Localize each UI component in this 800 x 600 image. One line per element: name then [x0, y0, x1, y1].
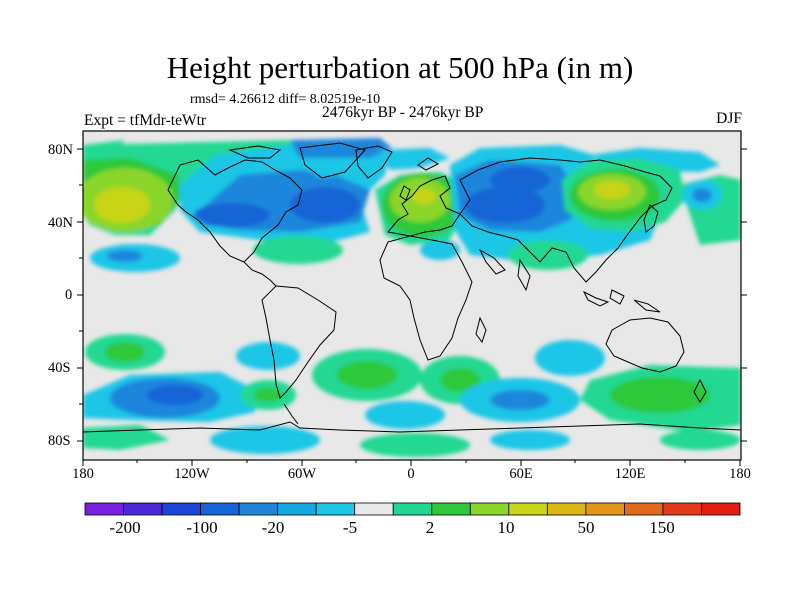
colorbar-swatch: [392, 502, 433, 516]
lon-label-180e: 180: [729, 466, 751, 482]
season-label: DJF: [716, 110, 742, 127]
colorbar-label: 2: [425, 518, 435, 537]
lon-label-120e: 120E: [614, 466, 646, 482]
lon-label-60w: 60W: [287, 466, 317, 482]
lon-label-0: 0: [407, 466, 415, 482]
lat-label-40n: 40N: [48, 215, 73, 231]
lon-label-120w: 120W: [174, 466, 210, 482]
colorbar-swatch: [354, 502, 394, 516]
stats-label: rmsd= 4.26612 diff= 8.02519e-10: [190, 92, 381, 107]
coastlines: [83, 142, 741, 433]
colorbar-swatch: [585, 502, 625, 516]
colorbar-swatch: [123, 502, 163, 516]
colorbar-swatch: [701, 502, 741, 516]
lon-label-180w: 180: [72, 466, 94, 482]
colorbar-swatch: [200, 502, 240, 516]
colorbar-swatch: [277, 502, 317, 516]
colorbar-label: 150: [649, 518, 675, 537]
colorbar-label: -5: [342, 518, 358, 537]
experiment-label: Expt = tfMdr-teWtr: [84, 112, 207, 129]
lat-label-80n: 80N: [48, 142, 73, 158]
colorbar-swatch: [161, 502, 201, 516]
colorbar-swatch: [508, 502, 548, 516]
colorbar-label: -20: [261, 518, 285, 537]
colorbar: [84, 502, 741, 516]
colorbar-label: 10: [497, 518, 515, 537]
plot-title: Height perturbation at 500 hPa (in m): [166, 50, 634, 85]
colorbar-swatch: [315, 502, 356, 516]
lat-label-eq: 0: [65, 287, 73, 303]
colorbar-swatch: [84, 502, 124, 516]
colorbar-swatch: [238, 502, 279, 516]
period-label: 2476kyr BP - 2476kyr BP: [322, 104, 484, 121]
colorbar-swatch: [662, 502, 702, 516]
colorbar-swatch: [431, 502, 471, 516]
lon-label-60e: 60E: [509, 466, 533, 482]
axis-ticks: [77, 148, 747, 466]
colorbar-swatch: [469, 502, 510, 516]
lat-label-80s: 80S: [48, 433, 71, 449]
colorbar-label: -100: [186, 518, 218, 537]
lat-label-40s: 40S: [48, 360, 71, 376]
colorbar-label: 50: [577, 518, 595, 537]
colorbar-swatch: [624, 502, 664, 516]
colorbar-swatch: [546, 502, 587, 516]
colorbar-label: -200: [109, 518, 141, 537]
